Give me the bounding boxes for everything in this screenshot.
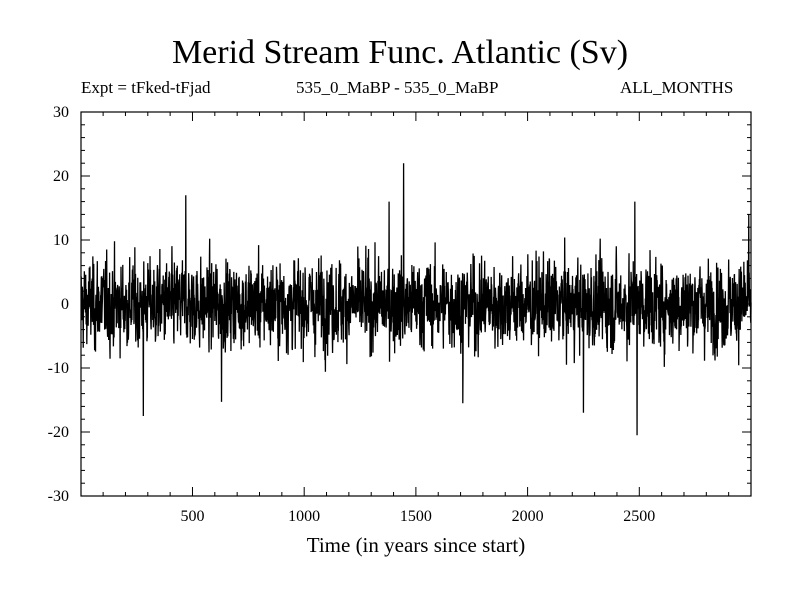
x-tick-label: 500 [180,508,204,525]
x-tick-label: 2000 [512,508,544,525]
months-label: ALL_MONTHS [620,78,734,97]
x-tick-label: 2500 [623,508,655,525]
chart-title: Merid Stream Func. Atlantic (Sv) [171,34,629,71]
y-tick-label: -20 [48,424,69,441]
y-tick-label: -30 [48,488,69,505]
y-tick-label: -10 [48,360,69,377]
x-tick-label: 1000 [288,508,320,525]
y-tick-label: 10 [53,232,69,249]
experiment-label: Expt = tFked-tFjad [81,78,211,97]
period-label: 535_0_MaBP - 535_0_MaBP [296,78,499,97]
y-tick-label: 20 [53,168,69,185]
series-line [80,163,752,436]
y-tick-label: 0 [61,296,69,313]
y-tick-label: 30 [53,104,69,121]
x-tick-label: 1500 [400,508,432,525]
x-axis-label: Time (in years since start) [307,533,526,557]
